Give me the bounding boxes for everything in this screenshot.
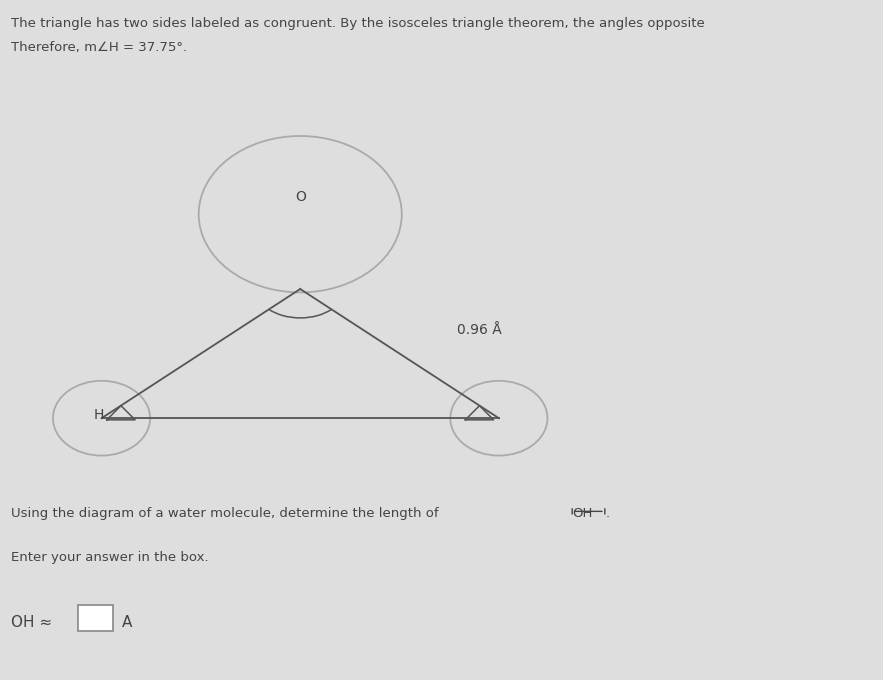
Text: Enter your answer in the box.: Enter your answer in the box. — [11, 551, 208, 564]
Text: Therefore, m∠H = 37.75°.: Therefore, m∠H = 37.75°. — [11, 41, 186, 54]
Text: The triangle has two sides labeled as congruent. By the isosceles triangle theor: The triangle has two sides labeled as co… — [11, 17, 705, 30]
Text: H: H — [94, 408, 104, 422]
Text: OH ≈: OH ≈ — [11, 615, 57, 630]
Text: .: . — [606, 507, 610, 520]
Text: O: O — [295, 190, 306, 204]
Text: A: A — [122, 615, 132, 630]
FancyBboxPatch shape — [78, 605, 113, 631]
Text: Using the diagram of a water molecule, determine the length of: Using the diagram of a water molecule, d… — [11, 507, 442, 520]
Text: 0.96 Å: 0.96 Å — [457, 323, 502, 337]
Text: OH: OH — [572, 507, 592, 520]
